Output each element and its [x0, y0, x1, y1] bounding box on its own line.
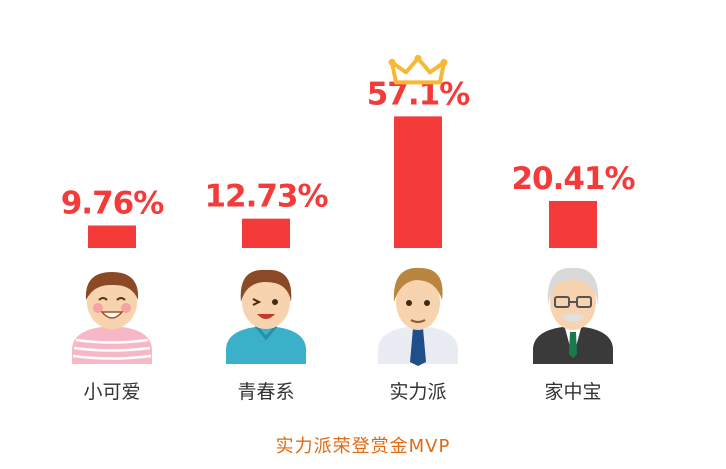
crown-jewel-2	[414, 54, 422, 62]
girl-avatar-icon	[72, 272, 152, 364]
crown-layer	[388, 54, 448, 85]
youth-avatar-icon	[226, 269, 306, 364]
bars-group	[88, 116, 597, 249]
value-label-4: 20.41%	[511, 161, 635, 197]
category-label-2: 青春系	[237, 381, 294, 403]
category-label-3: 实力派	[389, 381, 446, 403]
professional-avatar-icon	[378, 267, 458, 366]
bar-2	[242, 218, 290, 248]
category-labels-group: 小可爱 青春系 实力派 家中宝	[83, 381, 601, 403]
value-label-2: 12.73%	[204, 179, 328, 215]
crown-jewel-1	[388, 58, 396, 66]
category-label-4: 家中宝	[544, 381, 601, 403]
category-label-1: 小可爱	[83, 381, 140, 403]
bar-3	[394, 116, 442, 249]
value-label-1: 9.76%	[61, 186, 164, 222]
bar-4	[549, 200, 597, 248]
value-labels-group: 9.76% 12.73%57.1%20.41%	[61, 76, 637, 222]
bar-1	[88, 225, 136, 248]
crown-jewel-3	[440, 58, 448, 66]
grandpa-avatar-icon	[533, 267, 613, 364]
chart-caption: 实力派荣登赏金MVP	[275, 436, 451, 457]
